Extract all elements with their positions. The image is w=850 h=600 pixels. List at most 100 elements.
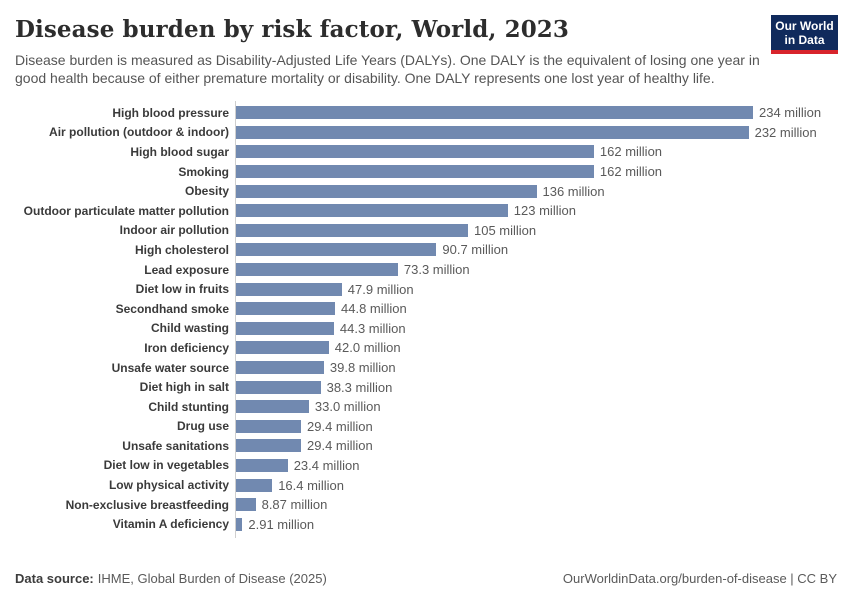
bar[interactable] bbox=[236, 204, 508, 218]
bar[interactable] bbox=[236, 106, 753, 120]
chart-row: Child stunting 33.0 million bbox=[15, 397, 850, 417]
bar[interactable] bbox=[236, 145, 594, 159]
bar[interactable] bbox=[236, 439, 301, 453]
bar[interactable] bbox=[236, 302, 335, 316]
value-label: 44.8 million bbox=[341, 301, 407, 317]
chart-header: Disease burden by risk factor, World, 20… bbox=[0, 0, 850, 87]
chart-row: Drug use 29.4 million bbox=[15, 417, 850, 437]
category-label: Drug use bbox=[176, 419, 229, 434]
chart-row: Iron deficiency 42.0 million bbox=[15, 338, 850, 358]
owid-logo[interactable]: Our World in Data bbox=[771, 15, 838, 54]
data-source: Data source: IHME, Global Burden of Disea… bbox=[15, 571, 327, 586]
chart-footer: Data source: IHME, Global Burden of Disea… bbox=[15, 571, 837, 586]
value-label: 234 million bbox=[759, 105, 822, 121]
category-label: High blood pressure bbox=[112, 105, 229, 120]
category-label: Diet high in salt bbox=[139, 380, 229, 395]
bar-chart: High blood pressure 234 million Air pollut… bbox=[0, 101, 850, 539]
bar[interactable] bbox=[236, 498, 256, 512]
chart-row: High cholesterol 90.7 million bbox=[15, 240, 850, 260]
value-label: 39.8 million bbox=[329, 360, 396, 376]
value-label: 136 million bbox=[542, 183, 605, 199]
value-label: 90.7 million bbox=[442, 242, 509, 258]
bar[interactable] bbox=[236, 341, 329, 355]
value-label: 162 million bbox=[599, 144, 663, 160]
chart-row: Air pollution (outdoor & indoor) 232 mill… bbox=[15, 123, 850, 143]
bar[interactable] bbox=[236, 380, 321, 394]
value-label: 44.3 million bbox=[339, 320, 406, 336]
value-label: 162 million bbox=[599, 164, 663, 180]
category-label: Non-exclusive breastfeeding bbox=[65, 497, 229, 512]
value-label: 29.4 million bbox=[307, 438, 373, 454]
bar[interactable] bbox=[236, 223, 468, 237]
bar[interactable] bbox=[236, 517, 243, 531]
y-axis-line bbox=[235, 101, 236, 539]
bar[interactable] bbox=[236, 361, 324, 375]
category-label: Lead exposure bbox=[144, 262, 229, 277]
chart-row: High blood pressure 234 million bbox=[15, 103, 850, 123]
chart-row: High blood sugar 162 million bbox=[15, 142, 850, 162]
category-label: Indoor air pollution bbox=[119, 223, 229, 238]
value-label: 38.3 million bbox=[326, 379, 393, 395]
chart-row: Unsafe sanitations 29.4 million bbox=[15, 436, 850, 456]
category-label: Child wasting bbox=[151, 321, 229, 336]
bar[interactable] bbox=[236, 184, 537, 198]
category-label: Unsafe sanitations bbox=[122, 438, 229, 453]
category-label: Vitamin A deficiency bbox=[112, 517, 229, 532]
category-label: Diet low in vegetables bbox=[103, 458, 229, 473]
bar[interactable] bbox=[236, 458, 288, 472]
chart-row: Diet high in salt 38.3 million bbox=[15, 377, 850, 397]
value-label: 123 million bbox=[513, 203, 576, 219]
category-label: Secondhand smoke bbox=[115, 301, 229, 316]
chart-title: Disease burden by risk factor, World, 20… bbox=[15, 16, 570, 43]
chart-subtitle: Disease burden is measured as Disability… bbox=[15, 52, 760, 86]
category-label: High blood sugar bbox=[130, 144, 229, 159]
bar[interactable] bbox=[236, 263, 398, 277]
bar[interactable] bbox=[236, 243, 437, 257]
bar-rows: High blood pressure 234 million Air pollut… bbox=[15, 101, 850, 539]
bar[interactable] bbox=[236, 478, 273, 492]
value-label: 47.9 million bbox=[347, 281, 414, 297]
bar[interactable] bbox=[236, 125, 749, 139]
category-label: Outdoor particulate matter pollution bbox=[23, 203, 229, 218]
chart-row: Low physical activity 16.4 million bbox=[15, 475, 850, 495]
value-label: 16.4 million bbox=[278, 477, 344, 493]
category-label: Diet low in fruits bbox=[135, 282, 229, 297]
value-label: 8.87 million bbox=[261, 497, 328, 513]
category-label: High cholesterol bbox=[134, 242, 229, 257]
chart-row: Vitamin A deficiency 2.91 million bbox=[15, 514, 850, 534]
attribution-link[interactable]: OurWorldinData.org/burden-of-disease | C… bbox=[562, 571, 837, 586]
value-label: 73.3 million bbox=[403, 262, 470, 278]
value-label: 42.0 million bbox=[334, 340, 401, 356]
chart-row: Outdoor particulate matter pollution 123 … bbox=[15, 201, 850, 221]
bar[interactable] bbox=[236, 419, 301, 433]
chart-row: Unsafe water source 39.8 million bbox=[15, 358, 850, 378]
chart-row: Secondhand smoke 44.8 million bbox=[15, 299, 850, 319]
chart-row: Diet low in fruits 47.9 million bbox=[15, 279, 850, 299]
value-label: 232 million bbox=[754, 124, 817, 140]
chart-row: Non-exclusive breastfeeding 8.87 million bbox=[15, 495, 850, 515]
category-label: Low physical activity bbox=[108, 478, 229, 493]
category-label: Air pollution (outdoor & indoor) bbox=[49, 125, 229, 140]
category-label: Unsafe water source bbox=[111, 360, 229, 375]
bar[interactable] bbox=[236, 282, 342, 296]
value-label: 105 million bbox=[474, 222, 537, 238]
category-label: Iron deficiency bbox=[144, 340, 229, 355]
chart-row: Obesity 136 million bbox=[15, 181, 850, 201]
owid-logo-line1: Our World bbox=[775, 19, 834, 33]
bar[interactable] bbox=[236, 165, 594, 179]
value-label: 2.91 million bbox=[248, 516, 315, 532]
chart-row: Indoor air pollution 105 million bbox=[15, 221, 850, 241]
chart-row: Lead exposure 73.3 million bbox=[15, 260, 850, 280]
category-label: Obesity bbox=[184, 184, 229, 199]
chart-row: Smoking 162 million bbox=[15, 162, 850, 182]
owid-logo-line2: in Data bbox=[784, 33, 825, 47]
bar[interactable] bbox=[236, 321, 334, 335]
value-label: 23.4 million bbox=[293, 457, 360, 473]
data-source-label: Data source: bbox=[15, 571, 94, 586]
bar[interactable] bbox=[236, 400, 309, 414]
category-label: Smoking bbox=[178, 164, 229, 179]
category-label: Child stunting bbox=[148, 399, 229, 414]
chart-row: Diet low in vegetables 23.4 million bbox=[15, 456, 850, 476]
data-source-value: IHME, Global Burden of Disease (2025) bbox=[97, 571, 327, 586]
